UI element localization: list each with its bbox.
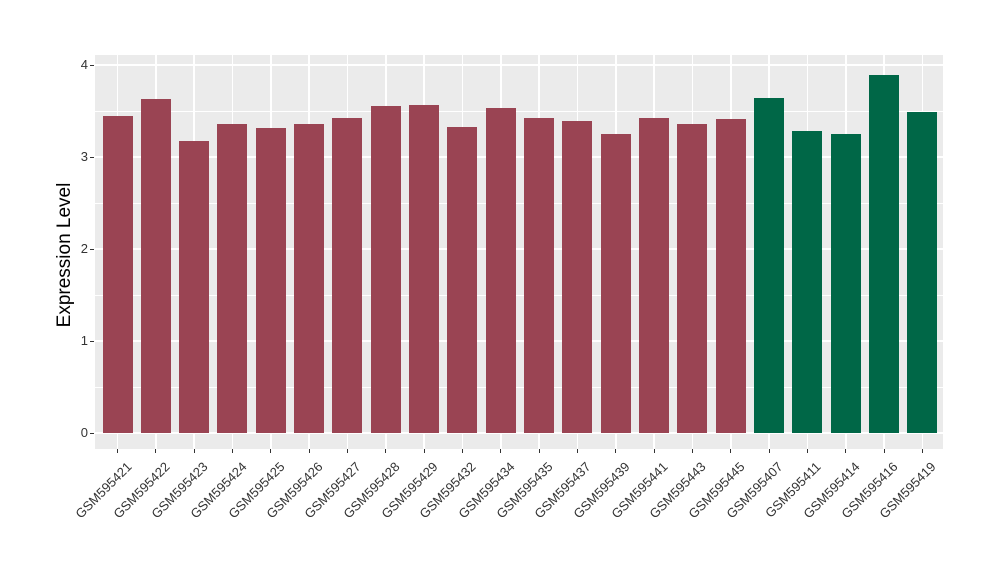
x-tick-mark (691, 449, 693, 453)
gridline-major (95, 248, 943, 250)
x-tick-mark (921, 449, 923, 453)
bar (830, 134, 861, 433)
y-tick-label: 1 (80, 333, 88, 348)
y-tick-label: 0 (80, 425, 88, 440)
bar (255, 127, 286, 433)
x-tick-mark (538, 449, 540, 453)
gridline-minor (95, 386, 943, 388)
x-tick-mark (461, 449, 463, 453)
bar (370, 106, 401, 433)
x-tick-mark (883, 449, 885, 453)
bar (524, 118, 555, 433)
x-tick-mark (806, 449, 808, 453)
bar (409, 104, 440, 433)
bar (600, 134, 631, 433)
bar (907, 111, 938, 433)
bar (562, 121, 593, 433)
bar (754, 98, 785, 433)
bar (294, 123, 325, 433)
gridline-major (95, 64, 943, 66)
bar (792, 131, 823, 433)
x-tick-mark (270, 449, 272, 453)
x-tick-mark (155, 449, 157, 453)
plot-panel (95, 55, 943, 449)
x-tick-mark (346, 449, 348, 453)
bar (140, 99, 171, 433)
y-tick-mark (90, 248, 94, 250)
bar (639, 118, 670, 433)
gridline-minor (95, 110, 943, 112)
y-tick-label: 2 (80, 241, 88, 256)
y-tick-mark (90, 432, 94, 434)
bar (217, 123, 248, 433)
gridline-major (95, 156, 943, 158)
bar (102, 115, 133, 433)
x-tick-mark (308, 449, 310, 453)
gridline-major (95, 340, 943, 342)
gridline-major (95, 432, 943, 434)
bar (715, 119, 746, 433)
y-tick-mark (90, 340, 94, 342)
x-tick-mark (653, 449, 655, 453)
y-tick-mark (90, 64, 94, 66)
x-tick-mark (576, 449, 578, 453)
x-tick-mark (615, 449, 617, 453)
x-tick-mark (231, 449, 233, 453)
gridline-minor (95, 294, 943, 296)
y-tick-label: 3 (80, 149, 88, 164)
bar (332, 118, 363, 433)
x-tick-mark (117, 449, 118, 453)
bar (485, 108, 516, 433)
bar (869, 75, 900, 433)
x-tick-mark (768, 449, 770, 453)
bar (179, 141, 210, 433)
x-tick-mark (845, 449, 847, 453)
bar (447, 126, 478, 433)
bar (677, 123, 708, 433)
y-tick-label: 4 (80, 57, 88, 72)
x-tick-mark (385, 449, 387, 453)
x-tick-mark (423, 449, 425, 453)
x-tick-mark (500, 449, 502, 453)
x-tick-mark (730, 449, 732, 453)
gridline-minor (95, 202, 943, 204)
y-tick-mark (90, 156, 94, 158)
x-tick-mark (193, 449, 195, 453)
